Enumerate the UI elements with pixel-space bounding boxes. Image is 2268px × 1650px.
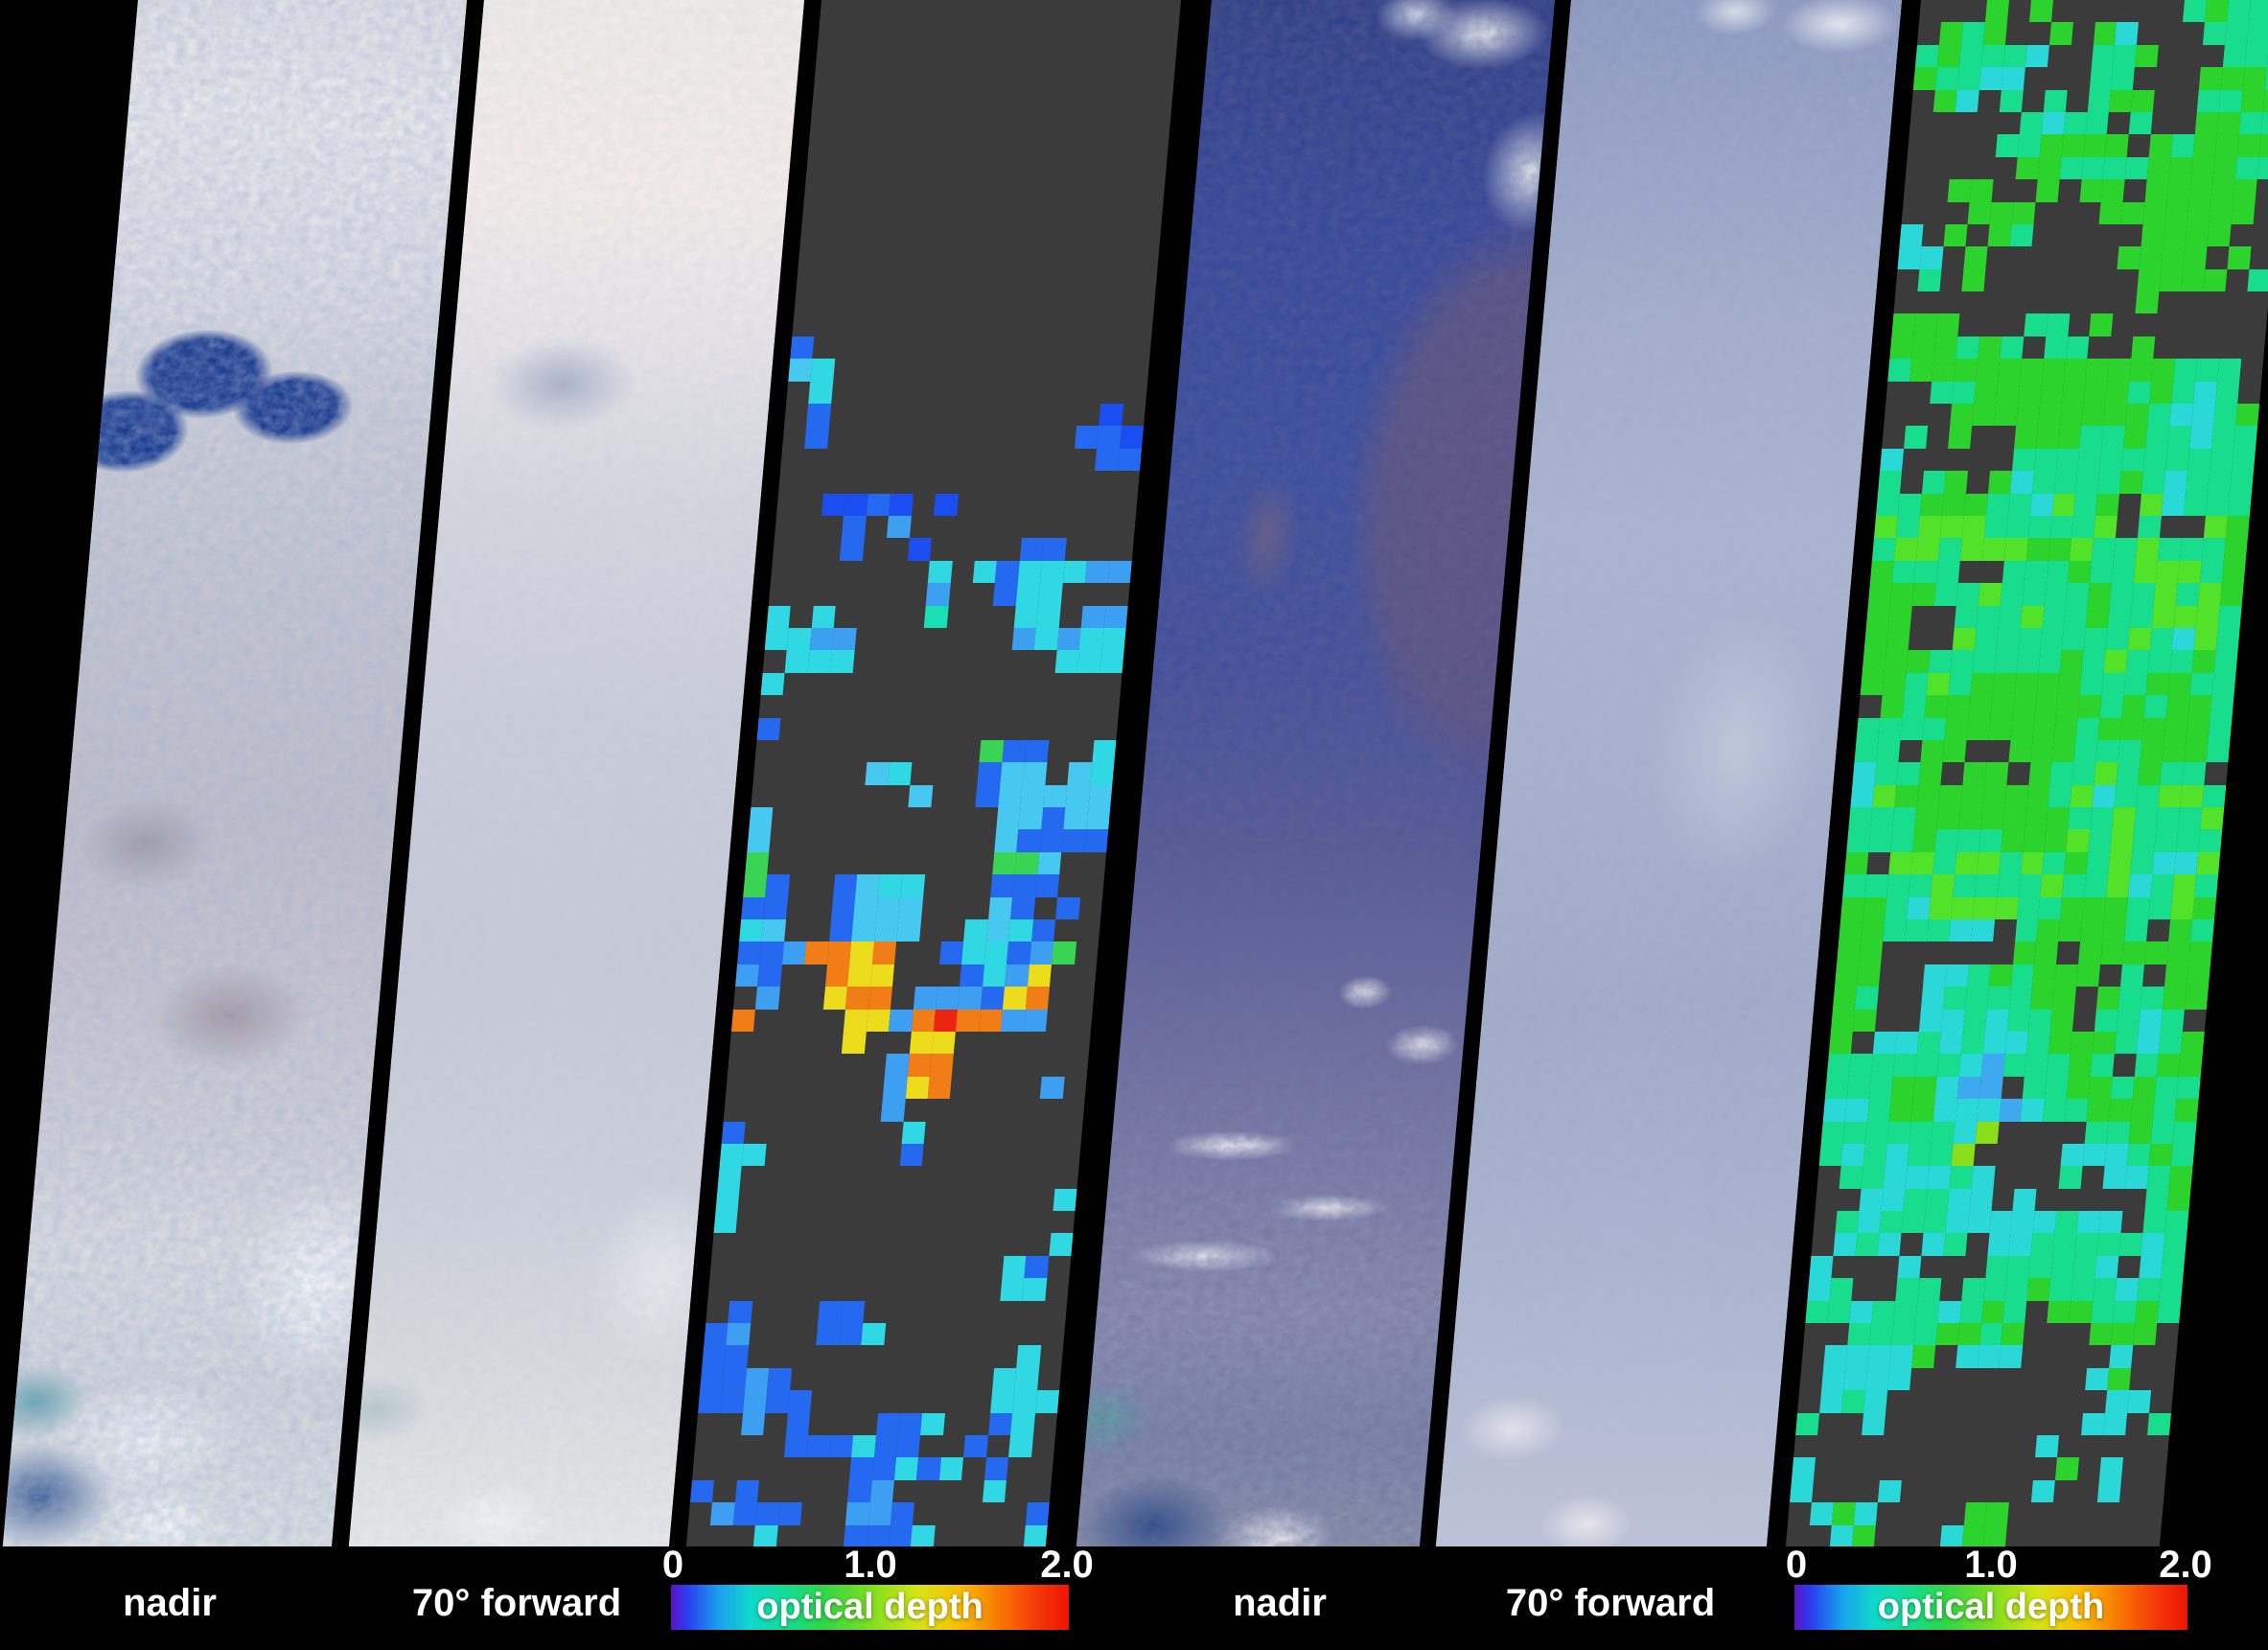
colorbar-left-tick-1: 1.0 [844, 1544, 897, 1586]
colorbar-right-title: optical depth [1877, 1587, 2105, 1627]
colorbar-left-tick-0: 0 [661, 1544, 684, 1586]
caption-left-70-forward: 70° forward [411, 1582, 622, 1624]
caption-left-nadir: nadir [123, 1582, 217, 1624]
colorbar-right: optical depth [1794, 1585, 2187, 1630]
colorbar-right-tick-2: 2.0 [2159, 1544, 2212, 1586]
colorbar-right-tick-1: 1.0 [1964, 1544, 2018, 1586]
colorbar-right-tick-0: 0 [1785, 1544, 1808, 1586]
caption-right-nadir: nadir [1233, 1582, 1327, 1624]
colorbar-left-title: optical depth [756, 1587, 984, 1627]
colorbar-left-tick-2: 2.0 [1040, 1544, 1094, 1586]
caption-right-70-forward: 70° forward [1505, 1582, 1716, 1624]
colorbar-left: optical depth [671, 1585, 1069, 1630]
